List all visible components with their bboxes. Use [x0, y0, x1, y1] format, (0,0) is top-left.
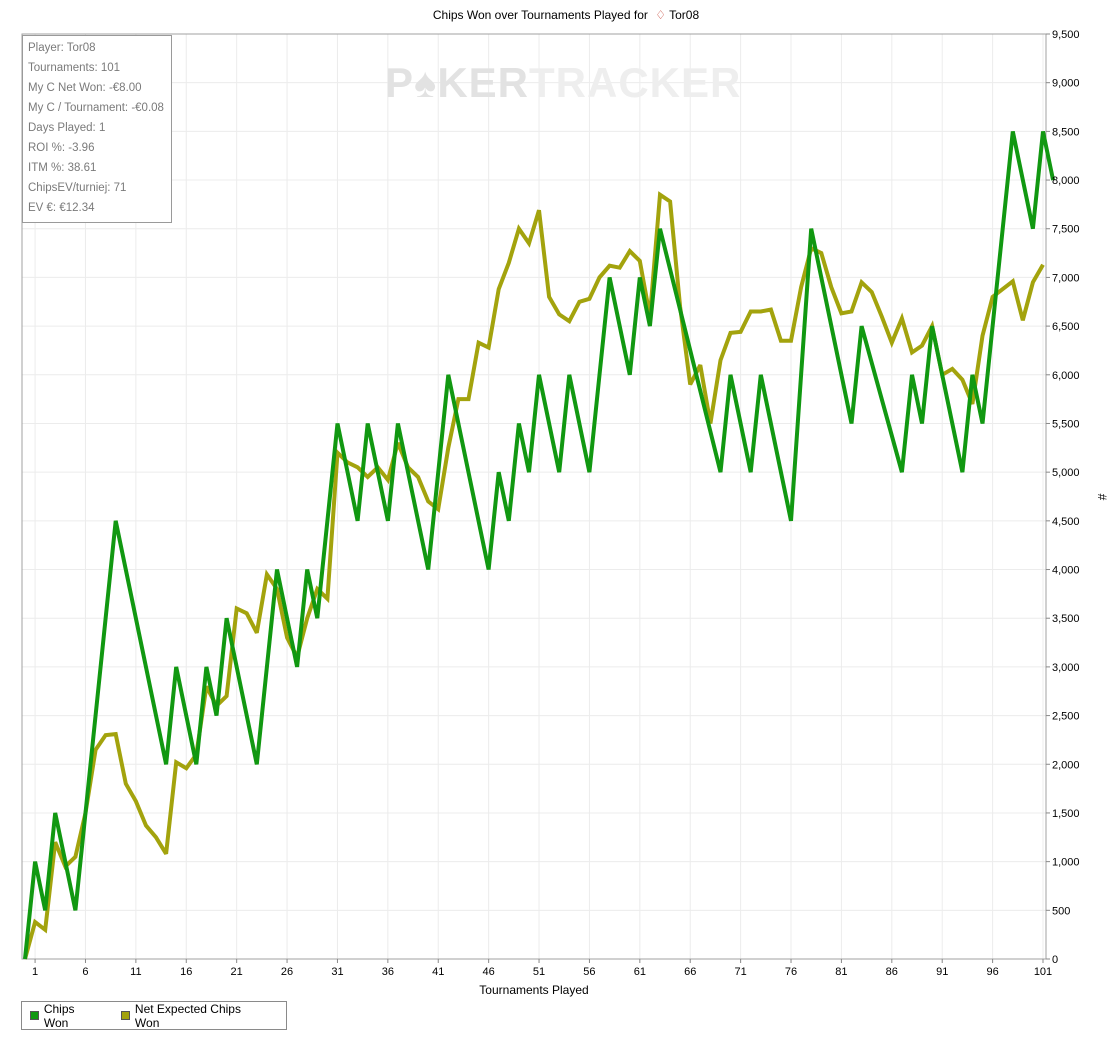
- y-axis: 0 500 1,000 1,500 2,000 2,500 3,000 3,500 4,000 4…: [1046, 29, 1080, 966]
- legend-label: Chips Won: [43, 1001, 75, 1030]
- y-tick-label: 6,500: [1052, 321, 1080, 333]
- x-tick-label: 36: [382, 966, 394, 978]
- series-lines: [23, 130, 1056, 960]
- y-tick-label: 0: [1052, 954, 1058, 966]
- x-tick-label: 96: [986, 966, 998, 978]
- stat-per-tournament: My C / Tournament: -€0.08: [28, 102, 164, 114]
- x-tick-label: 76: [785, 966, 797, 978]
- legend-item-chips-won[interactable]: Chips Won: [30, 1002, 101, 1030]
- legend-label: Net Expected Chips Won: [134, 1001, 241, 1030]
- x-tick-label: 71: [734, 966, 746, 978]
- stat-ev: EV €: €12.34: [28, 202, 95, 214]
- x-tick-label: 6: [82, 966, 88, 978]
- x-axis: 1 6 11 16 21 26 31 36 41 46 51 56 61 66 71 76 81 86 91 96 10…: [32, 959, 1052, 978]
- x-tick-label: 101: [1034, 966, 1052, 978]
- y-tick-label: 3,500: [1052, 613, 1080, 625]
- y-tick-label: 4,000: [1052, 565, 1080, 577]
- y-tick-label: 1,000: [1052, 857, 1080, 869]
- plot-frame: [21, 33, 1047, 960]
- y-tick-label: 7,000: [1052, 272, 1080, 284]
- legend-item-net-expected[interactable]: Net Expected Chips Won: [121, 1002, 266, 1030]
- stat-tournaments: Tournaments: 101: [28, 62, 121, 74]
- x-tick-label: 11: [130, 966, 141, 978]
- stat-net-won: My C Net Won: -€8.00: [28, 82, 142, 94]
- chart-grid: [22, 33, 1046, 960]
- stat-roi: ROI %: -3.96: [28, 142, 95, 154]
- x-tick-label: 56: [583, 966, 595, 978]
- y-tick-label: 2,500: [1052, 711, 1080, 723]
- stats-box: Player: Tor08 Tournaments: 101 My C Net …: [22, 35, 172, 223]
- x-tick-label: 16: [180, 966, 192, 978]
- x-tick-label: 26: [281, 966, 293, 978]
- player-network-icon: ♢: [655, 8, 666, 22]
- x-tick-label: 81: [835, 966, 847, 978]
- legend-swatch: [30, 1011, 39, 1020]
- chart-legend: Chips Won Net Expected Chips Won: [21, 1001, 287, 1030]
- x-tick-label: 86: [886, 966, 898, 978]
- y-tick-label: 500: [1052, 905, 1070, 917]
- y-tick-label: 6,000: [1052, 370, 1080, 382]
- chart-title: Chips Won over Tournaments Played for ♢ …: [433, 8, 700, 22]
- x-tick-label: 1: [32, 966, 38, 978]
- stat-itm: ITM %: 38.61: [28, 162, 97, 174]
- y-tick-label: 8,500: [1052, 126, 1080, 138]
- x-tick-label: 61: [634, 966, 646, 978]
- series-line-chips-won: [23, 130, 1056, 960]
- x-tick-label: 46: [483, 966, 495, 978]
- y-tick-label: 2,000: [1052, 759, 1080, 771]
- watermark-logo: P♠KERTRACKER: [385, 59, 741, 106]
- legend-swatch: [121, 1011, 130, 1020]
- x-tick-label: 41: [432, 966, 444, 978]
- x-tick-label: 31: [331, 966, 343, 978]
- y-axis-label: #: [1095, 494, 1109, 501]
- y-tick-label: 1,500: [1052, 808, 1080, 820]
- y-tick-label: 3,000: [1052, 662, 1080, 674]
- y-tick-label: 5,000: [1052, 467, 1080, 479]
- y-tick-label: 4,500: [1052, 516, 1080, 528]
- stat-player: Player: Tor08: [28, 42, 96, 54]
- x-tick-label: 91: [936, 966, 948, 978]
- stat-days-played: Days Played: 1: [28, 122, 106, 134]
- x-tick-label: 66: [684, 966, 696, 978]
- x-tick-label: 21: [231, 966, 243, 978]
- y-tick-label: 7,500: [1052, 224, 1080, 236]
- y-tick-label: 5,500: [1052, 418, 1080, 430]
- y-tick-label: 8,000: [1052, 175, 1080, 187]
- series-line-net-expected: [23, 191, 1045, 960]
- stat-chipsev: ChipsEV/turniej: 71: [28, 182, 127, 194]
- y-tick-label: 9,000: [1052, 78, 1080, 90]
- x-tick-label: 51: [533, 966, 545, 978]
- y-tick-label: 9,500: [1052, 29, 1080, 41]
- x-axis-label: Tournaments Played: [479, 983, 588, 997]
